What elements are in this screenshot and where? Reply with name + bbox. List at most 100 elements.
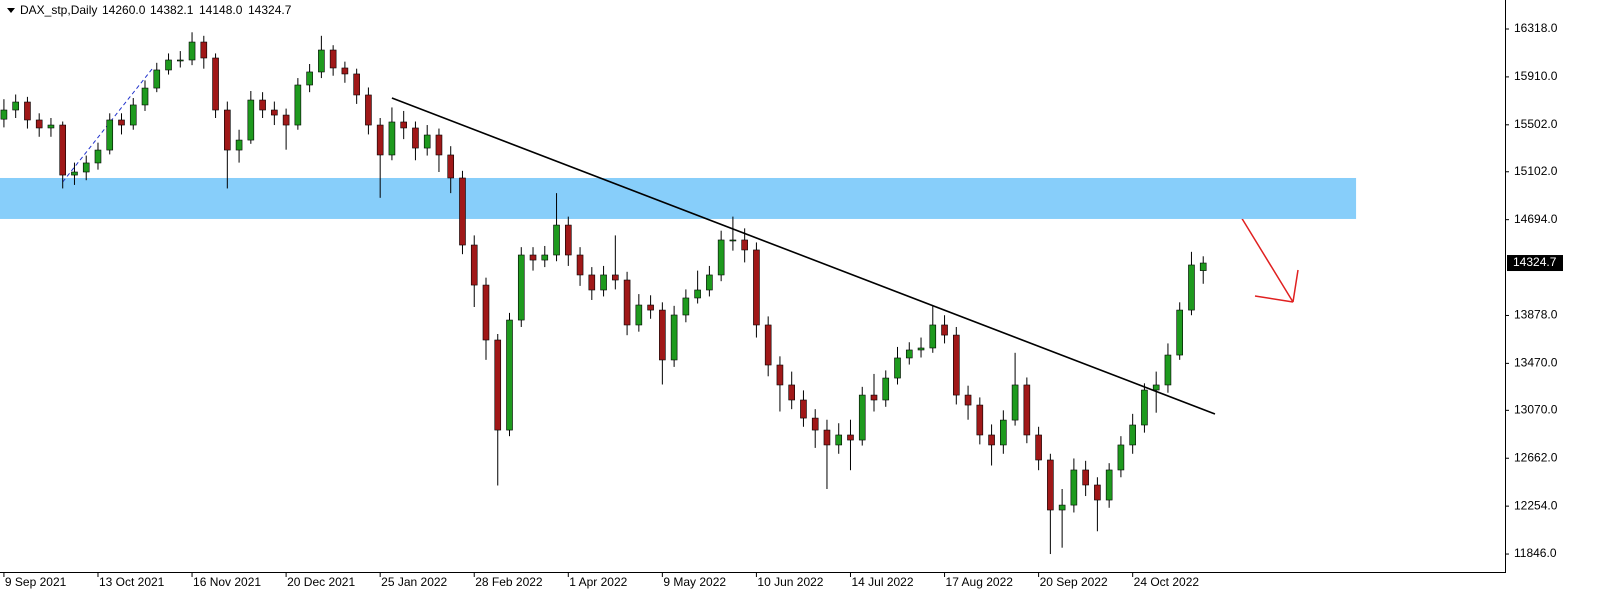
candle-body: [905, 349, 913, 359]
candle-body: [376, 124, 384, 156]
candle-body: [106, 119, 114, 151]
x-tick-label: 13 Oct 2021: [99, 575, 165, 589]
candle-body: [635, 304, 643, 326]
candle-body: [459, 177, 466, 246]
x-tick-label: 17 Aug 2022: [946, 575, 1014, 589]
candle-body: [35, 119, 43, 129]
candle-body: [506, 319, 513, 431]
y-tick-label: 15910.0: [1514, 69, 1558, 83]
candle-body: [447, 154, 455, 179]
candle-body: [0, 109, 8, 120]
candle-body: [329, 49, 337, 69]
y-tick-label: 15502.0: [1514, 117, 1558, 131]
candle-body: [188, 41, 196, 61]
candle-body: [176, 59, 184, 62]
candle-body: [165, 59, 172, 71]
candle-body: [282, 114, 290, 126]
candle-body: [482, 284, 490, 341]
candle-body: [623, 279, 631, 326]
y-tick-label: 14694.0: [1514, 212, 1558, 226]
candle-body: [1176, 309, 1184, 356]
candle-body: [753, 249, 760, 326]
menu-triangle[interactable]: [7, 8, 15, 13]
candle-body: [388, 121, 396, 156]
candle-body: [553, 224, 560, 256]
candle-body: [588, 274, 596, 291]
candle-body: [1023, 384, 1031, 436]
candle-body: [212, 57, 219, 111]
candle-body: [259, 99, 266, 111]
candle-body: [941, 324, 948, 336]
y-tick-label: 15102.0: [1514, 164, 1558, 178]
candle-body: [71, 171, 78, 176]
candle-body: [800, 399, 807, 419]
candle-body: [823, 429, 831, 446]
candle-body: [153, 69, 161, 89]
candle-body: [717, 239, 725, 276]
candle-body: [247, 99, 255, 141]
candle-body: [271, 109, 278, 116]
candle-body: [917, 347, 925, 351]
ohlc-open: 14260.0: [102, 3, 146, 17]
candle-body: [729, 239, 737, 242]
candle-body: [811, 417, 819, 431]
candle-body: [306, 71, 313, 86]
candle-body: [1188, 264, 1195, 311]
x-tick-label: 14 Jul 2022: [851, 575, 913, 589]
candle-body: [82, 162, 90, 173]
candle-body: [1047, 459, 1054, 511]
candle-body: [224, 109, 231, 151]
candle-body: [1058, 504, 1066, 511]
candle-body: [1117, 444, 1125, 471]
candle-body: [200, 41, 208, 59]
candle-body: [976, 404, 984, 436]
candle-body: [776, 364, 784, 386]
candle-body: [412, 127, 419, 149]
candle-body: [12, 101, 19, 111]
candle-body: [847, 434, 854, 441]
candle-body: [353, 73, 360, 96]
last-price-label: 14324.7: [1513, 255, 1557, 269]
candle-body: [1011, 384, 1019, 421]
candle-body: [94, 149, 102, 164]
candle-body: [494, 339, 502, 431]
candle-body: [341, 67, 349, 75]
candle-body: [964, 394, 972, 406]
candle-body: [835, 434, 843, 446]
candle-body: [1082, 469, 1089, 486]
candle-body: [894, 357, 901, 379]
candle-body: [882, 377, 890, 401]
y-tick-label: 13070.0: [1514, 403, 1558, 417]
y-tick-label: 11846.0: [1514, 546, 1557, 560]
x-tick-label: 25 Jan 2022: [381, 575, 447, 589]
candle-body: [365, 94, 372, 126]
candle-body: [988, 434, 995, 446]
candle-body: [529, 254, 537, 261]
red-arrow: [1237, 211, 1299, 303]
candle-body: [929, 324, 937, 349]
candle-body: [47, 124, 55, 129]
x-tick-label: 9 May 2022: [663, 575, 726, 589]
candle-body: [576, 254, 584, 276]
candle-body: [24, 101, 31, 121]
plot-layer: [0, 32, 1357, 555]
y-tick-label: 16318.0: [1514, 21, 1558, 35]
candle-body: [517, 254, 525, 321]
x-tick-label: 9 Sep 2021: [5, 575, 67, 589]
candle-body: [1035, 434, 1042, 461]
resistance-zone: [0, 177, 1357, 219]
trend-line: [391, 97, 1216, 415]
x-tick-label: 10 Jun 2022: [757, 575, 823, 589]
candle-body: [600, 274, 607, 291]
symbol-label: DAX_stp,Daily: [20, 3, 97, 17]
x-tick-label: 1 Apr 2022: [569, 575, 627, 589]
x-tick-label: 28 Feb 2022: [475, 575, 543, 589]
candle-body: [423, 134, 431, 149]
x-tick-label: 24 Oct 2022: [1134, 575, 1200, 589]
candle-body: [788, 384, 795, 401]
candle-body: [706, 274, 713, 291]
candle-body: [647, 304, 654, 311]
candle-body: [435, 134, 443, 156]
candle-body: [694, 289, 701, 299]
candle-body: [564, 224, 572, 256]
